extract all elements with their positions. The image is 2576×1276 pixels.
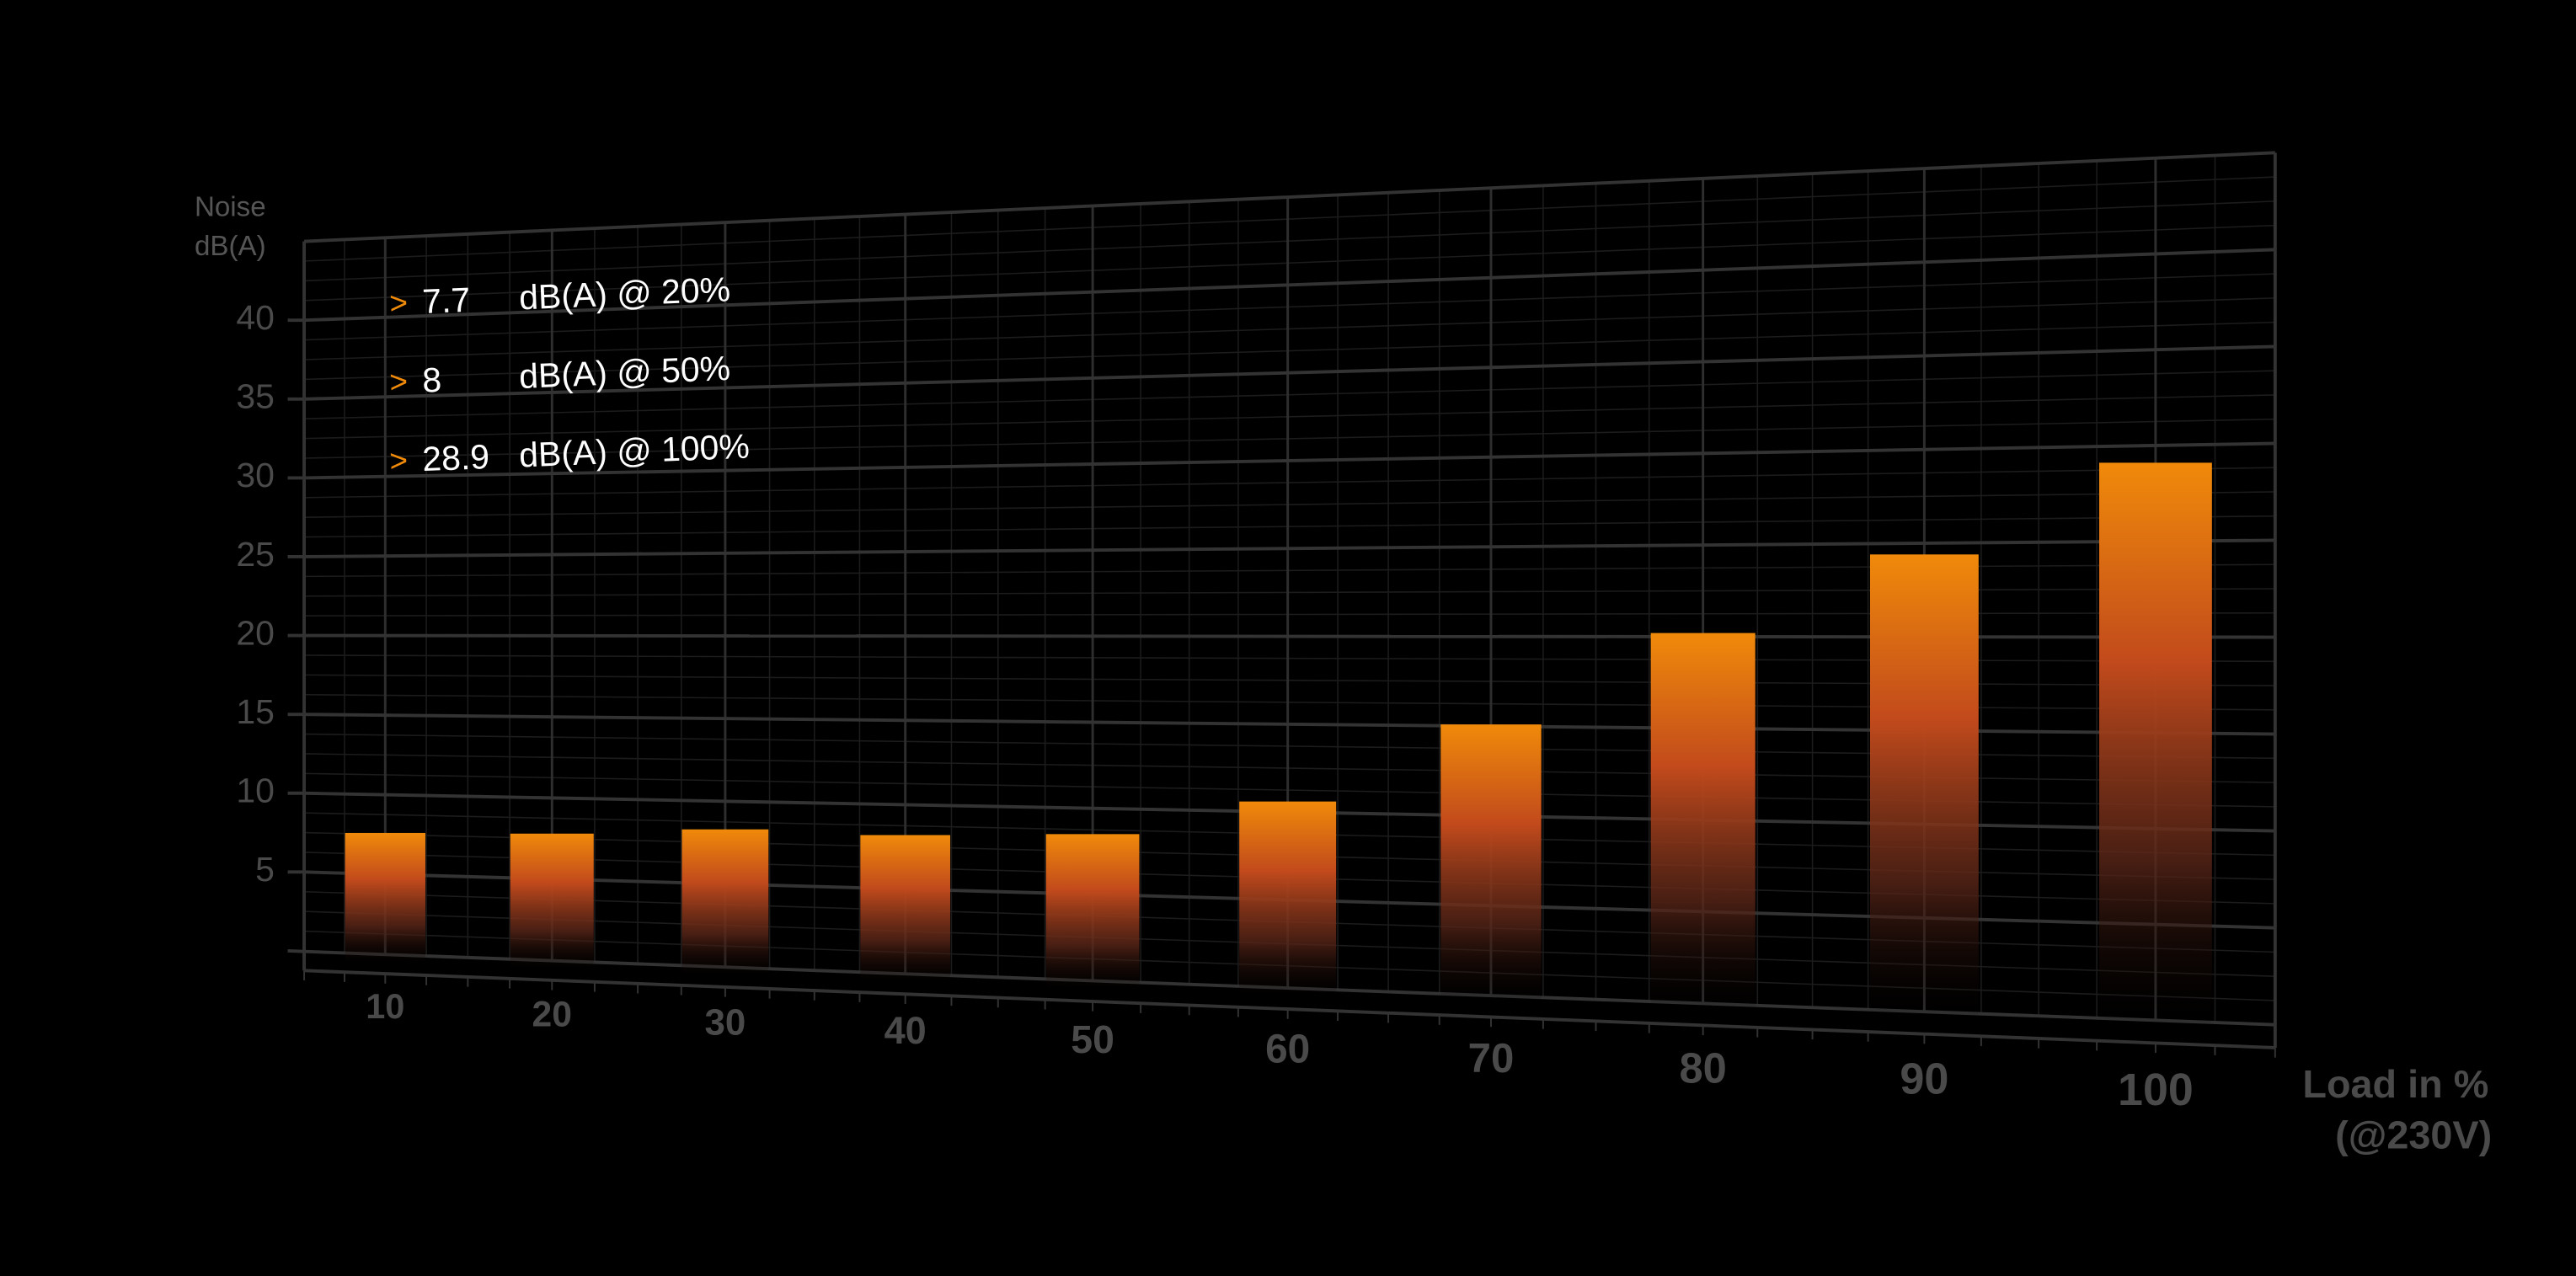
x-tick-label: 70 xyxy=(1468,1035,1515,1081)
bar xyxy=(1239,801,1337,1001)
bar xyxy=(345,832,425,968)
x-tick-label: 50 xyxy=(1071,1017,1114,1061)
grid-line xyxy=(303,248,2275,323)
y-tick-label: 20 xyxy=(236,613,275,652)
annotation: >7.7 dB(A) @ 20% xyxy=(388,270,731,321)
minor-grid-line xyxy=(304,176,2275,262)
y-tick-label: 5 xyxy=(255,850,275,889)
x-tick-label: 100 xyxy=(2118,1065,2194,1115)
annotation: >8 dB(A) @ 50% xyxy=(388,349,731,400)
bar xyxy=(1045,834,1140,994)
minor-grid-line xyxy=(304,273,2275,341)
x-tick-label: 60 xyxy=(1265,1027,1310,1071)
bar xyxy=(1650,633,1756,1017)
minor-grid-line xyxy=(304,224,2275,302)
bar xyxy=(1440,724,1542,1009)
grid-line xyxy=(304,633,2275,639)
y-tick-label: 10 xyxy=(236,771,275,810)
x-axis-label: (@230V) xyxy=(2335,1113,2492,1157)
annotation-marker: > xyxy=(388,285,408,321)
annotation-text: dB(A) @ 50% xyxy=(518,349,731,396)
minor-grid-line xyxy=(304,297,2275,360)
annotation-marker: > xyxy=(388,363,408,399)
annotation-text: dB(A) @ 20% xyxy=(518,270,731,317)
bar xyxy=(510,833,594,974)
annotation-value: 28.9 xyxy=(421,437,489,478)
y-tick-label: 30 xyxy=(236,456,275,494)
bar xyxy=(860,835,951,987)
y-tick-label: 15 xyxy=(236,692,275,731)
frame xyxy=(303,969,2275,1049)
annotation-text: dB(A) @ 100% xyxy=(518,427,750,475)
grid-line xyxy=(304,441,2275,480)
minor-grid-line xyxy=(304,321,2275,381)
x-tick-label: 40 xyxy=(884,1009,927,1052)
y-tick-label: 25 xyxy=(236,535,275,574)
x-tick-label: 90 xyxy=(1900,1054,1948,1103)
annotation-value: 8 xyxy=(421,360,442,400)
grid-line xyxy=(304,344,2275,401)
x-tick-label: 30 xyxy=(705,1002,746,1044)
minor-grid-line xyxy=(304,200,2275,282)
y-axis-label: dB(A) xyxy=(195,231,266,262)
minor-grid-line xyxy=(304,418,2275,459)
bar xyxy=(681,829,769,980)
x-tick-label: 10 xyxy=(366,986,404,1026)
minor-grid-line xyxy=(304,467,2275,499)
bar xyxy=(2098,462,2212,1033)
y-axis-label: Noise xyxy=(195,191,266,222)
annotation-marker: > xyxy=(388,442,408,478)
minor-grid-line xyxy=(304,491,2275,518)
y-tick-label: 40 xyxy=(236,298,275,337)
x-axis-label: Load in % xyxy=(2302,1062,2488,1106)
marks: 10 20 30 40 50 60 70 80 90 100 > 7.7 dB(A) @ 20% > 8 dB… xyxy=(345,270,2212,1115)
minor-grid-line xyxy=(304,394,2275,440)
frame xyxy=(303,151,2275,243)
annotation: >28.9 dB(A) @ 100% xyxy=(388,427,750,479)
bar xyxy=(1869,554,1979,1025)
x-tick-label: 20 xyxy=(532,995,572,1035)
x-tick-label: 80 xyxy=(1679,1044,1726,1092)
minor-grid-line xyxy=(304,370,2275,419)
y-tick-label: 35 xyxy=(236,377,275,416)
grid-line xyxy=(304,538,2275,558)
annotation-value: 7.7 xyxy=(421,280,471,321)
minor-grid-line xyxy=(304,515,2275,538)
